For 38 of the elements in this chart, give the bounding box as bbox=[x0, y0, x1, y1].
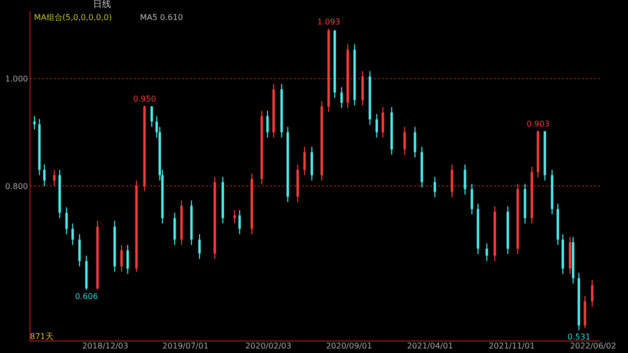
candlestick bbox=[71, 222, 74, 246]
candlestick bbox=[43, 164, 46, 186]
candlestick bbox=[173, 212, 176, 246]
candlestick bbox=[403, 126, 406, 156]
candlestick bbox=[361, 70, 364, 106]
x-tick-label: 2018/12/03 bbox=[82, 342, 128, 351]
annotation: MA5 0.610 bbox=[140, 13, 183, 23]
candlestick bbox=[470, 183, 474, 215]
candlestick bbox=[53, 169, 56, 186]
x-tick-label: 2021/11/01 bbox=[488, 342, 535, 351]
y-tick-label: 1.000 bbox=[5, 74, 28, 84]
annotation: 0.531 bbox=[568, 332, 590, 342]
x-tick-label: 2019/07/01 bbox=[162, 342, 209, 351]
annotation: 0.606 bbox=[75, 292, 98, 302]
x-tick-label: 2021/04/01 bbox=[406, 342, 454, 351]
x-tick-label: 2020/09/01 bbox=[326, 342, 372, 351]
x-tick-label: 2022/06/02 bbox=[570, 342, 616, 351]
candlestick bbox=[591, 279, 594, 308]
x-tick-label: 2020/02/03 bbox=[245, 342, 292, 351]
annotation: 871天 bbox=[30, 332, 54, 342]
y-tick-label: 0.800 bbox=[5, 182, 28, 191]
annotation: 1.093 bbox=[317, 18, 340, 27]
candlestick bbox=[233, 210, 236, 224]
candlestick bbox=[238, 210, 241, 235]
candlestick bbox=[33, 116, 36, 130]
candlestick bbox=[150, 105, 153, 128]
annotation: MA组合(5,0,0,0,0,0) bbox=[34, 13, 112, 23]
candlestick bbox=[376, 114, 378, 138]
candlestick bbox=[340, 86, 343, 109]
candlestick bbox=[434, 176, 436, 198]
candlestick bbox=[303, 146, 306, 176]
candlestick bbox=[120, 244, 123, 272]
candlestick bbox=[126, 244, 129, 274]
annotation: 0.903 bbox=[526, 120, 550, 129]
annotation: 0.950 bbox=[133, 94, 156, 104]
candlestick bbox=[310, 146, 314, 182]
candlestick bbox=[382, 106, 384, 138]
candlestick bbox=[486, 242, 488, 262]
